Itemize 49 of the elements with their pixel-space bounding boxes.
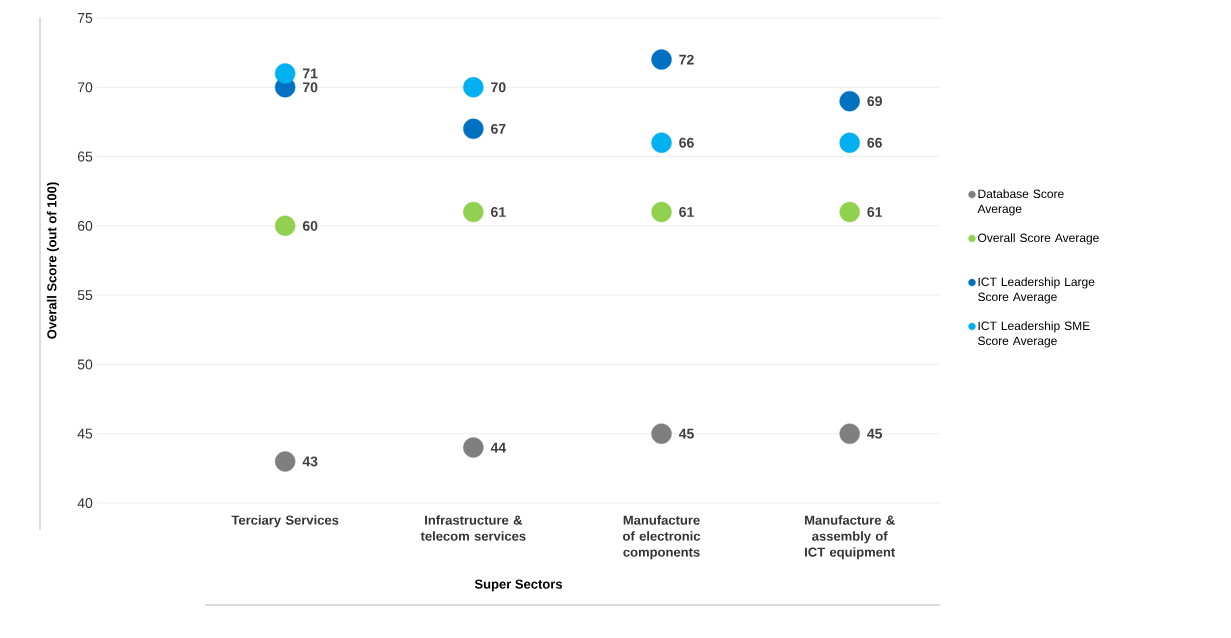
point	[651, 201, 672, 223]
point	[274, 215, 296, 237]
data-label: 45	[678, 428, 694, 439]
y-tick-label: 45	[77, 428, 93, 439]
data-label: 71	[302, 68, 318, 79]
point	[274, 451, 296, 472]
point	[839, 90, 860, 112]
point	[274, 63, 296, 84]
x-axis-title: Super Sectors	[474, 579, 563, 592]
data-label: 67	[491, 123, 506, 134]
y-tick-label: 70	[77, 82, 93, 93]
data-label: 70	[302, 82, 318, 93]
data-label: 61	[867, 207, 883, 217]
data-label: 45	[867, 428, 883, 439]
point	[651, 132, 672, 153]
y-tick-label: 75	[77, 13, 93, 23]
legend-label: Database Score Average	[977, 189, 1064, 216]
point	[651, 49, 672, 70]
point	[839, 132, 860, 153]
y-tick-label: 55	[77, 290, 93, 301]
data-label: 70	[491, 82, 506, 93]
y-axis-title: Overall Score (out of 100)	[46, 182, 60, 339]
x-tick-label: Infrastructure & telecom services	[420, 515, 526, 541]
point	[839, 201, 860, 223]
legend-label: Overall Score Average	[978, 233, 1099, 245]
data-label: 60	[302, 220, 318, 231]
x-tick-label: Manufacture & assembly of ICT equipment	[805, 515, 896, 560]
y-tick-label: 40	[77, 498, 93, 508]
point	[463, 77, 484, 98]
x-tick-label: Manufacture of electronic components	[623, 515, 701, 560]
x-tick-label: Terciary Services	[231, 515, 339, 528]
legend-label: ICT Leadership SME Score Average	[978, 321, 1090, 348]
data-label: 44	[490, 442, 507, 453]
y-tick-label: 65	[77, 151, 93, 162]
point	[463, 437, 484, 458]
point	[839, 423, 860, 444]
data-label: 61	[491, 207, 506, 217]
data-label: 66	[867, 137, 882, 148]
point	[651, 423, 672, 444]
y-tick-label: 60	[77, 220, 93, 231]
data-label: 66	[679, 137, 694, 148]
point	[463, 201, 484, 223]
data-label: 43	[302, 456, 318, 467]
data-label: 69	[867, 96, 882, 107]
data-label: 72	[679, 54, 694, 65]
data-label: 61	[679, 207, 694, 217]
legend-label: ICT Leadership Large Score Average	[978, 277, 1095, 304]
point	[463, 118, 484, 140]
y-tick-label: 50	[77, 359, 93, 370]
